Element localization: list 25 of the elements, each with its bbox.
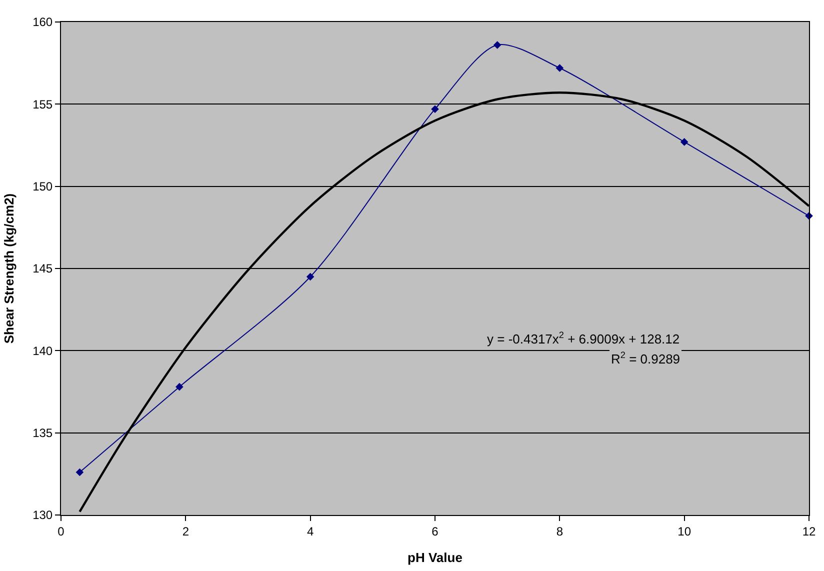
x-tick-label: 12 bbox=[802, 524, 816, 538]
y-axis-title: Shear Strength (kg/cm2) bbox=[2, 193, 17, 344]
point bbox=[76, 468, 84, 476]
point bbox=[493, 41, 502, 49]
y-tick-label: 155 bbox=[32, 97, 53, 112]
point bbox=[680, 138, 688, 146]
x-tick-label: 0 bbox=[58, 524, 65, 538]
y-tick-label: 150 bbox=[32, 180, 53, 194]
x-tick-label: 6 bbox=[432, 524, 439, 538]
x-axis-title: pH Value bbox=[408, 550, 462, 565]
x-tick-label: 2 bbox=[182, 524, 190, 538]
y-tick-label: 140 bbox=[32, 344, 53, 358]
point bbox=[556, 64, 564, 72]
point bbox=[176, 382, 184, 391]
y-tick-label: 135 bbox=[32, 426, 53, 440]
point bbox=[431, 105, 439, 113]
y-tick-label: 145 bbox=[32, 262, 53, 276]
x-tick-label: 4 bbox=[306, 524, 314, 538]
annotation: y = -0.4317x$^{2}$ + 6.9009x + 128.12 bbox=[487, 330, 680, 346]
x-tick-label: 8 bbox=[556, 524, 564, 538]
y-tick-label: 130 bbox=[32, 508, 53, 522]
annotation: R$^{2}$ = 0.9289 bbox=[611, 350, 680, 366]
point bbox=[306, 272, 314, 281]
x-tick-label: 10 bbox=[678, 524, 692, 538]
y-tick-label: 160 bbox=[32, 15, 53, 30]
